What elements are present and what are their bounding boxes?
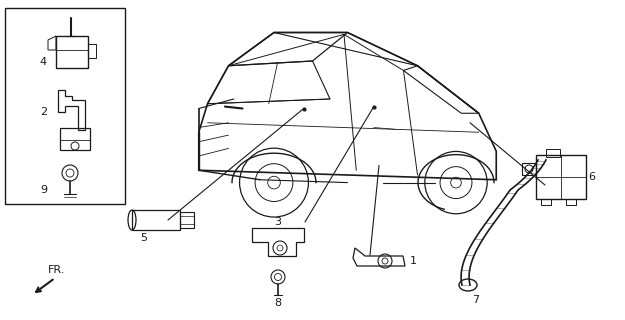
Text: 7: 7 (472, 295, 479, 305)
Bar (522, 163, 536, 175)
Text: 4: 4 (40, 57, 47, 67)
Bar (180, 212, 194, 228)
Text: 2: 2 (40, 107, 47, 117)
Bar (132, 210, 180, 230)
Text: FR.: FR. (48, 265, 66, 275)
Bar (56, 36, 88, 68)
Text: 5: 5 (141, 233, 148, 243)
Bar (5, 8, 125, 204)
Text: 9: 9 (40, 185, 47, 195)
Bar (60, 128, 90, 150)
Text: 6: 6 (588, 172, 595, 182)
Bar (566, 199, 576, 205)
Text: 8: 8 (274, 298, 281, 308)
Bar (536, 155, 586, 199)
Bar (546, 149, 560, 157)
Bar (541, 199, 551, 205)
Bar (88, 44, 96, 58)
Text: 3: 3 (274, 217, 281, 227)
Text: 1: 1 (410, 256, 417, 266)
